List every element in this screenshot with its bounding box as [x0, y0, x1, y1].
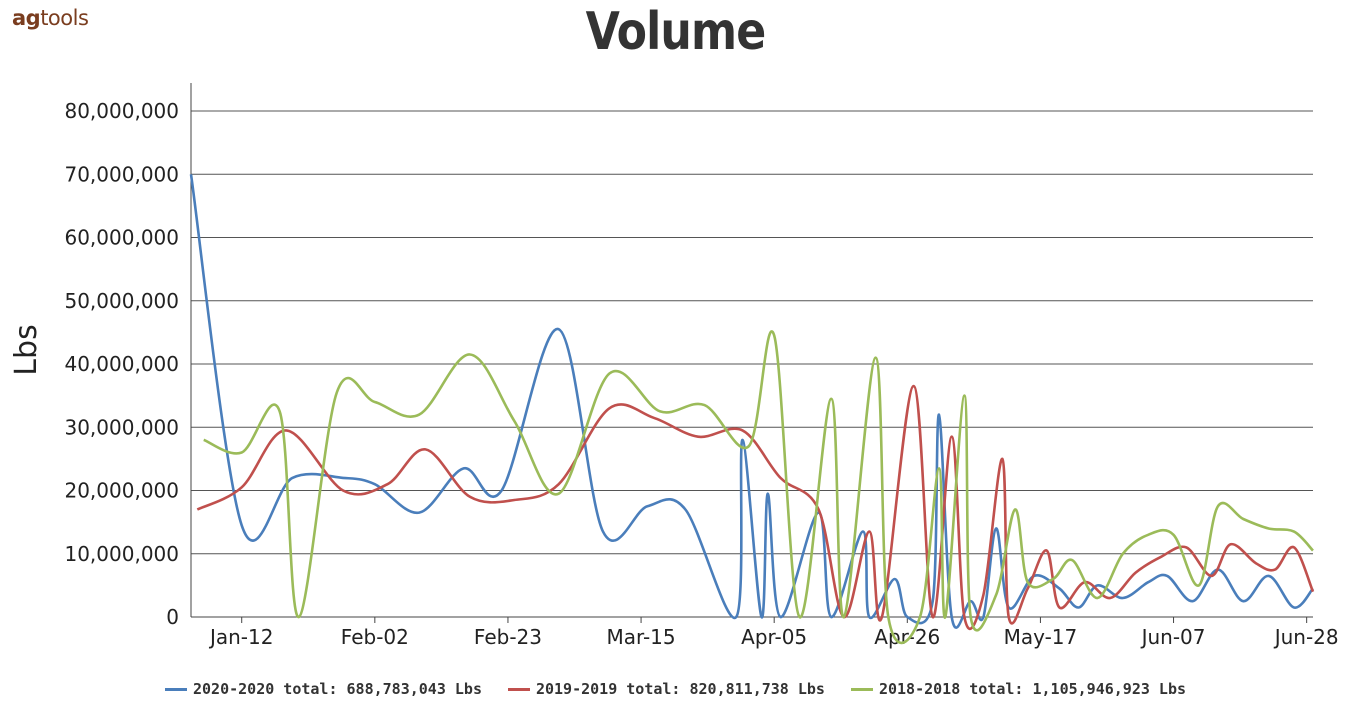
- legend-item-2018[interactable]: 2018-2018 total: 1,105,946,923 Lbs: [850, 680, 1186, 698]
- agtools-logo[interactable]: agtools: [12, 6, 89, 30]
- y-tick-label: 50,000,000: [64, 289, 179, 313]
- chart-legend: 2020-2020 total: 688,783,043 Lbs 2019-20…: [0, 680, 1351, 698]
- y-tick-label: 20,000,000: [64, 479, 179, 503]
- y-tick-label: 60,000,000: [64, 226, 179, 250]
- x-tick-label: Apr-05: [741, 625, 807, 649]
- series-line-1: [196, 384, 1315, 631]
- x-tick-label: Jun-28: [1273, 625, 1339, 649]
- x-tick-label: Feb-02: [341, 625, 409, 649]
- x-tick-label: Feb-23: [474, 625, 542, 649]
- y-tick-label: 80,000,000: [64, 99, 179, 123]
- series-line-2: [203, 330, 1314, 645]
- y-tick-label: 10,000,000: [64, 542, 179, 566]
- x-tick-label: Apr-26: [874, 625, 940, 649]
- legend-swatch-2019: [507, 687, 530, 691]
- legend-label-2018: 2018-2018 total: 1,105,946,923 Lbs: [878, 680, 1186, 698]
- chart-title: Volume: [585, 2, 767, 62]
- y-tick-label: 0: [166, 605, 179, 629]
- x-tick-label: Jun-07: [1140, 625, 1206, 649]
- y-tick-label: 30,000,000: [64, 415, 179, 439]
- legend-swatch-2018: [850, 687, 873, 691]
- legend-item-2019[interactable]: 2019-2019 total: 820,811,738 Lbs: [507, 680, 825, 698]
- logo-ag-text: ag: [12, 6, 41, 30]
- series-line-0: [189, 174, 1315, 629]
- y-tick-label: 40,000,000: [64, 352, 179, 376]
- legend-label-2019: 2019-2019 total: 820,811,738 Lbs: [535, 680, 825, 698]
- x-tick-label: Jan-12: [208, 625, 274, 649]
- legend-label-2020: 2020-2020 total: 688,783,043 Lbs: [192, 680, 482, 698]
- legend-swatch-2020: [164, 687, 187, 691]
- x-tick-label: Mar-15: [607, 625, 676, 649]
- y-axis-label: Lbs: [9, 324, 44, 375]
- x-tick-label: May-17: [1004, 625, 1078, 649]
- y-tick-label: 70,000,000: [64, 162, 179, 186]
- legend-item-2020[interactable]: 2020-2020 total: 688,783,043 Lbs: [164, 680, 482, 698]
- logo-tools-text: tools: [40, 6, 89, 30]
